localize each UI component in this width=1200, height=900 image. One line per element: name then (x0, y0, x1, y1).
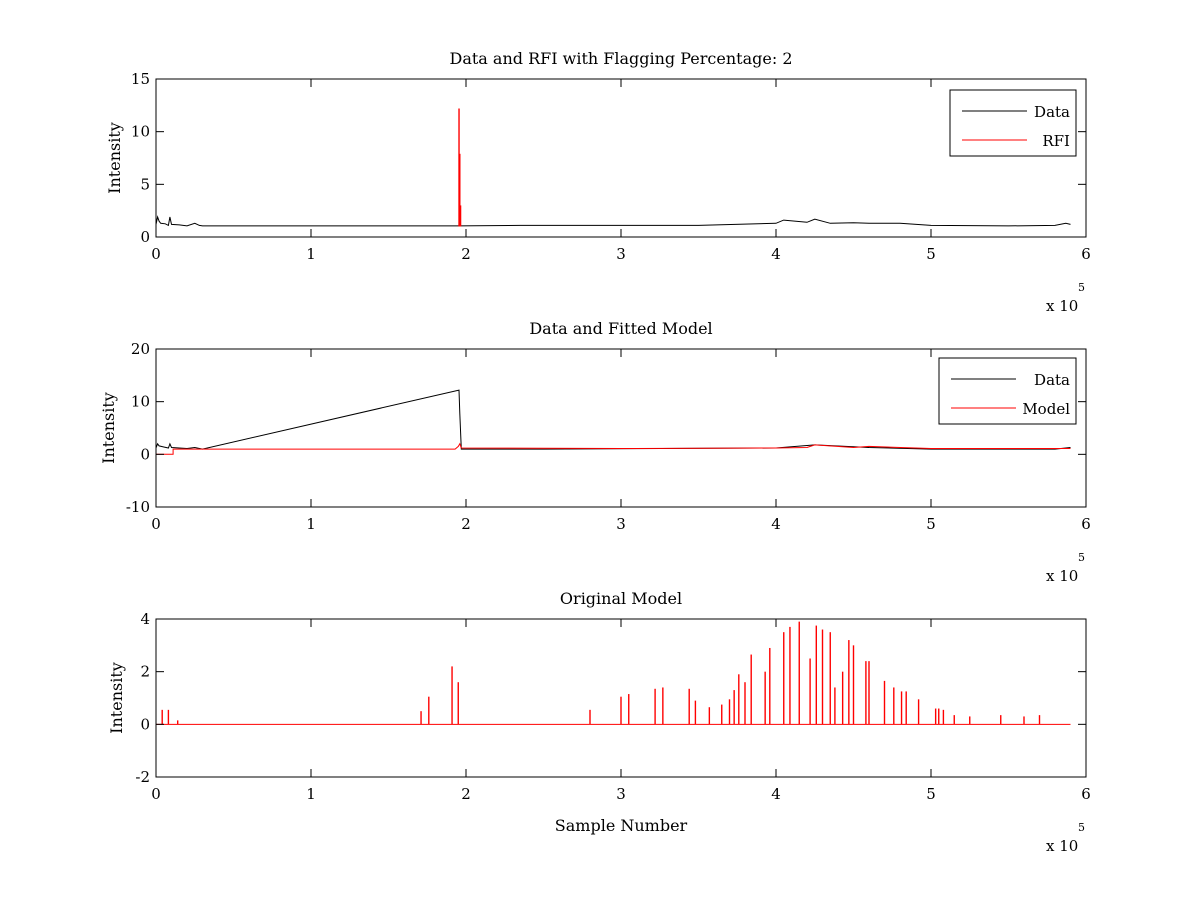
x-tick-label: 1 (306, 245, 316, 263)
x-tick-label: 5 (926, 515, 936, 533)
y-axis-label: Intensity (105, 122, 124, 194)
series-line-model (156, 442, 1071, 455)
legend: Data RFI (949, 89, 1077, 157)
series-line-data (156, 389, 1071, 450)
x-multiplier-exponent: 5 (1078, 821, 1085, 834)
x-tick-label: 6 (1081, 245, 1091, 263)
y-tick-label: 4 (140, 610, 150, 628)
y-tick-label: 10 (131, 393, 150, 411)
x-tick-label: 3 (616, 785, 626, 803)
y-tick-label: 5 (140, 175, 150, 193)
subplot-1: 0 1 2 3 4 5 6 0 5 10 15 Data and RFI with Flagging … (105, 49, 1091, 315)
y-tick-label: 10 (131, 123, 150, 141)
series-line-data (156, 215, 1071, 227)
y-tick-label: -2 (135, 768, 150, 786)
plot-area (156, 389, 1071, 455)
x-multiplier-exponent: 5 (1078, 551, 1085, 564)
legend-box (949, 89, 1077, 157)
chart-title: Data and Fitted Model (529, 319, 712, 338)
x-tick-label: 2 (461, 245, 471, 263)
x-tick-label: 1 (306, 515, 316, 533)
x-multiplier: x 10 (1046, 567, 1078, 585)
legend-label: RFI (1042, 132, 1070, 150)
x-axis-label: Sample Number (555, 816, 688, 835)
x-tick-label: 0 (151, 245, 161, 263)
x-tick-label: 0 (151, 785, 161, 803)
legend-box (938, 357, 1077, 425)
x-tick-label: 3 (616, 245, 626, 263)
x-tick-label: 5 (926, 245, 936, 263)
x-tick-label: 4 (771, 785, 781, 803)
x-multiplier: x 10 (1046, 297, 1078, 315)
x-tick-label: 4 (771, 245, 781, 263)
y-tick-label: 0 (140, 228, 150, 246)
x-multiplier: x 10 (1046, 837, 1078, 855)
legend-label: Data (1034, 371, 1070, 389)
x-multiplier-exponent: 5 (1078, 281, 1085, 294)
x-tick-label: 4 (771, 515, 781, 533)
x-tick-label: 2 (461, 515, 471, 533)
x-tick-label: 1 (306, 785, 316, 803)
plot-area (156, 108, 1071, 227)
chart-title: Original Model (560, 589, 682, 608)
legend-label: Model (1022, 400, 1070, 418)
y-tick-label: 15 (131, 70, 150, 88)
x-tick-label: 0 (151, 515, 161, 533)
y-tick-label: 0 (140, 715, 150, 733)
x-tick-label: 6 (1081, 515, 1091, 533)
y-axis-label: Intensity (107, 662, 126, 734)
chart-title: Data and RFI with Flagging Percentage: 2 (449, 49, 792, 68)
x-tick-label: 6 (1081, 785, 1091, 803)
plot-area (156, 621, 1071, 725)
x-tick-label: 5 (926, 785, 936, 803)
y-tick-label: 20 (131, 340, 150, 358)
legend: Data Model (938, 357, 1077, 425)
y-axis-label: Intensity (99, 392, 118, 464)
y-tick-label: 0 (140, 445, 150, 463)
x-tick-label: 3 (616, 515, 626, 533)
y-tick-label: -10 (126, 498, 150, 516)
legend-label: Data (1034, 103, 1070, 121)
axes-box (155, 78, 1087, 238)
y-tick-label: 2 (140, 663, 150, 681)
x-tick-label: 2 (461, 785, 471, 803)
